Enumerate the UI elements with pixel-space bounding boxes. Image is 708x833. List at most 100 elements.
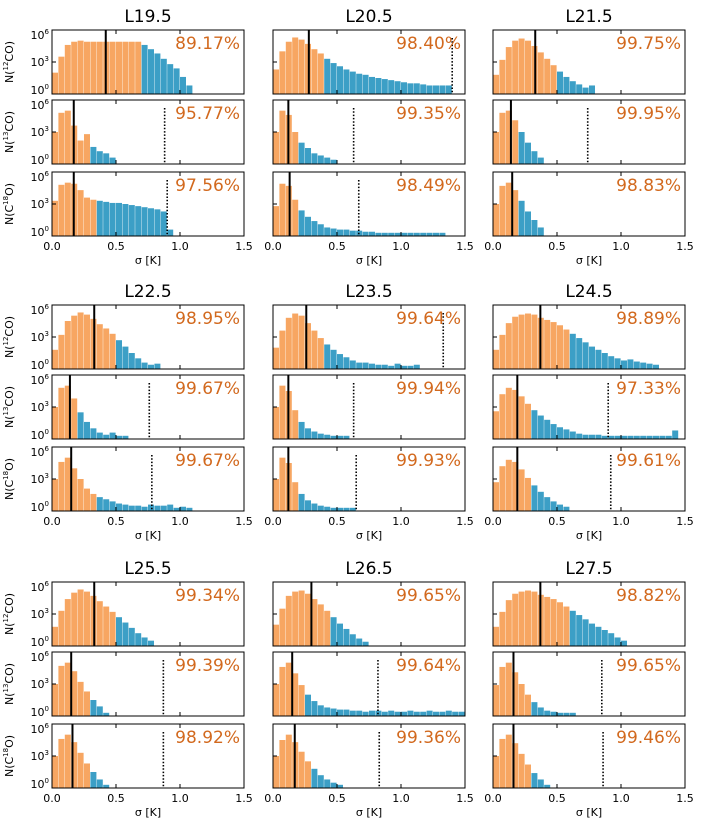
histogram-bar	[160, 505, 167, 511]
histogram-bar	[525, 477, 531, 511]
histogram-bar	[84, 197, 90, 236]
y-tick-label: 106	[31, 650, 50, 664]
histogram-bar	[279, 330, 286, 369]
chart-title: L27.5	[565, 559, 612, 579]
chart-title: L23.5	[345, 282, 392, 302]
y-tick-label: 103	[31, 677, 49, 691]
histogram-bar	[298, 590, 305, 646]
histogram-bar	[141, 506, 148, 511]
histogram-bar	[499, 334, 506, 369]
histogram-bar	[544, 319, 551, 369]
histogram-bar	[109, 157, 116, 164]
histogram-bar	[505, 734, 512, 788]
histogram-bar	[96, 41, 103, 94]
percentage-label: 99.67%	[175, 451, 240, 471]
y-tick-label: 103	[31, 55, 49, 69]
x-tick-label: 0.5	[328, 515, 346, 528]
histogram-bar	[279, 385, 286, 439]
y-axis-label: N(13CO)	[2, 663, 16, 705]
histogram-bar	[413, 83, 420, 94]
y-tick-exponent: 3	[45, 749, 49, 757]
histogram-bar	[576, 84, 583, 94]
histogram-bar	[109, 432, 116, 439]
y-label-prefix: N(	[3, 623, 16, 636]
histogram-bar	[608, 356, 615, 369]
histogram-bar	[362, 74, 369, 94]
histogram-bar	[77, 140, 84, 164]
histogram-bar	[665, 435, 672, 439]
y-tick-base: 10	[31, 359, 45, 372]
histogram-bar	[349, 710, 356, 716]
chart-title: L25.5	[124, 559, 171, 579]
histogram-bar	[96, 601, 103, 646]
histogram-bar	[525, 211, 531, 236]
panel-12CO: 98.89%	[492, 304, 686, 370]
x-tick-label: 1.5	[676, 240, 694, 253]
panel-C18O: 99.36% 0.0 0.5 1.0 1.5 σ [K]	[264, 723, 474, 819]
histogram-bar	[595, 434, 602, 439]
y-tick-exponent: 0	[45, 153, 49, 161]
histogram-bar	[330, 63, 337, 94]
percentage-label: 95.77%	[175, 104, 240, 124]
y-tick-label: 106	[31, 722, 50, 736]
histogram-bar	[84, 691, 90, 716]
histogram-bar	[285, 662, 292, 716]
x-axis-label: σ [K]	[356, 529, 382, 542]
y-tick-label: 103	[31, 472, 49, 486]
y-axis-label: N(13CO)	[2, 386, 16, 428]
histogram-bar	[58, 112, 65, 164]
histogram-bar	[518, 469, 525, 511]
histogram-bar	[58, 610, 65, 646]
histogram-bar	[512, 672, 519, 716]
histogram-bar	[394, 81, 401, 94]
histogram-bar	[96, 706, 103, 716]
histogram-bar	[186, 507, 193, 511]
histogram-bar	[493, 349, 499, 369]
histogram-bar	[128, 205, 135, 236]
histogram-bar	[180, 506, 186, 511]
y-tick-exponent: 6	[45, 303, 50, 311]
histogram-bar	[653, 435, 659, 439]
histogram-bar	[633, 361, 640, 369]
percentage-label: 99.65%	[616, 656, 681, 676]
x-tick-label: 1.5	[676, 792, 694, 805]
percentage-label: 89.17%	[175, 34, 240, 54]
panel-C18O: 98.83% 0.0 0.5 1.0 1.5 σ [K]	[484, 171, 694, 267]
panel-C18O: 99.93% 0.0 0.5 1.0 1.5 σ [K]	[264, 446, 474, 542]
histogram-bar	[64, 599, 71, 646]
histogram-bar	[621, 435, 627, 439]
histogram-bar	[525, 694, 531, 716]
histogram-bar	[77, 312, 84, 369]
histogram-bar	[537, 415, 544, 439]
histogram-bar	[362, 362, 369, 369]
y-tick-base: 10	[31, 84, 45, 97]
histogram-bar	[518, 38, 525, 94]
percentage-label: 99.95%	[616, 104, 681, 124]
histogram-bar	[135, 505, 142, 511]
histogram-bar	[388, 365, 395, 369]
histogram-bar	[64, 385, 71, 439]
histogram-bar	[84, 763, 90, 788]
y-label-superscript: 13	[2, 684, 10, 693]
histogram-bar	[71, 41, 78, 94]
histogram-bar	[595, 349, 602, 369]
percentage-label: 99.36%	[396, 728, 461, 748]
histogram-bar	[531, 410, 538, 439]
histogram-bar	[96, 151, 103, 164]
histogram-bar	[394, 711, 401, 716]
histogram-bar	[292, 673, 299, 716]
histogram-bar	[433, 711, 439, 716]
percentage-label: 97.56%	[175, 176, 240, 196]
x-tick-label: 0.0	[484, 792, 502, 805]
histogram-bar	[589, 623, 595, 646]
histogram-bar	[550, 65, 557, 94]
histogram-bar	[273, 69, 279, 94]
histogram-bar	[305, 216, 311, 236]
histogram-bar	[499, 738, 506, 788]
histogram-bar	[343, 69, 350, 94]
histogram-bar	[550, 322, 557, 369]
histogram-bar	[330, 782, 337, 788]
y-tick-label: 103	[31, 125, 49, 139]
